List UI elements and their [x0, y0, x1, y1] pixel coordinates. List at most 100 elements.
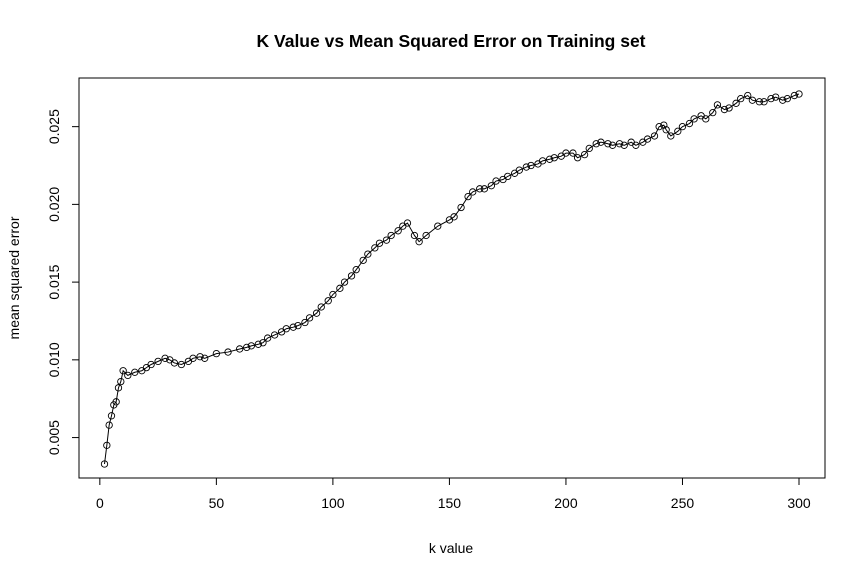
data-point	[755, 98, 764, 106]
data-point	[189, 354, 197, 362]
data-point	[487, 182, 496, 190]
data-point	[312, 309, 321, 317]
data-point	[748, 96, 757, 104]
data-point	[450, 213, 458, 221]
x-axis: 0 50 100 150 200 250 300	[96, 478, 811, 511]
data-point	[352, 266, 360, 274]
data-point	[422, 231, 430, 240]
data-point	[790, 91, 798, 100]
data-point	[289, 323, 297, 331]
data-point	[690, 115, 698, 123]
data-point	[608, 141, 617, 149]
data-point	[119, 367, 127, 375]
data-point	[492, 177, 500, 185]
data-point	[301, 318, 309, 327]
data-point	[457, 203, 465, 212]
data-point	[573, 154, 582, 162]
y-tick-label: 0.010	[46, 342, 62, 377]
data-point	[270, 331, 279, 339]
data-point	[620, 141, 628, 149]
data-point	[744, 91, 752, 100]
data-point	[604, 140, 612, 148]
y-tick-label: 0.015	[46, 264, 62, 299]
data-point	[522, 163, 530, 171]
data-point	[324, 297, 332, 305]
data-point	[147, 360, 155, 369]
data-point	[394, 227, 402, 235]
data-point	[783, 95, 791, 103]
data-point	[643, 135, 652, 143]
y-tick-label: 0.005	[46, 420, 62, 455]
data-point	[212, 349, 221, 358]
data-point	[282, 325, 290, 333]
data-point	[550, 154, 558, 162]
data-point	[585, 144, 593, 153]
data-point	[434, 222, 442, 230]
y-tick-label: 0.025	[46, 109, 62, 144]
data-point	[713, 101, 722, 109]
data-point	[667, 132, 675, 140]
data-point	[196, 353, 204, 361]
x-tick-label: 300	[787, 495, 811, 511]
data-point	[375, 239, 384, 247]
data-point	[387, 231, 395, 240]
data-point	[772, 93, 780, 101]
data-point	[720, 105, 729, 114]
data-point	[562, 149, 570, 157]
data-point	[247, 342, 255, 350]
data-point	[678, 123, 687, 131]
x-tick-label: 0	[96, 495, 104, 511]
data-point	[527, 161, 535, 170]
data-point	[201, 354, 209, 362]
data-point	[674, 127, 682, 135]
data-point	[371, 244, 379, 252]
data-point	[569, 149, 577, 157]
data-point	[294, 321, 302, 330]
data-point	[170, 359, 179, 367]
data-point	[767, 95, 775, 103]
data-point	[329, 290, 337, 299]
data-point	[592, 140, 600, 148]
data-point	[615, 140, 624, 148]
data-point	[410, 231, 419, 240]
data-point	[702, 115, 710, 123]
data-point	[224, 348, 232, 356]
x-tick-label: 200	[554, 495, 578, 511]
y-tick-label: 0.020	[46, 187, 62, 222]
chart-title: K Value vs Mean Squared Error on Trainin…	[257, 31, 646, 51]
data-point	[476, 185, 484, 193]
data-point	[161, 354, 169, 362]
data-point	[103, 441, 111, 449]
data-point	[760, 98, 768, 106]
data-point	[347, 272, 356, 280]
data-point	[254, 340, 262, 348]
y-axis: 0.005 0.010 0.015 0.020 0.025	[46, 109, 79, 455]
data-point	[263, 334, 272, 342]
data-point	[732, 99, 740, 107]
data-point	[124, 371, 132, 380]
data-point	[685, 119, 694, 128]
x-tick-label: 150	[438, 495, 462, 511]
y-axis-label: mean squared error	[6, 216, 22, 339]
data-point	[336, 284, 344, 292]
data-point	[305, 314, 314, 322]
data-point	[100, 460, 109, 468]
data-point	[243, 343, 251, 352]
series-line	[104, 93, 800, 465]
data-point	[382, 236, 391, 244]
data-point	[538, 157, 547, 165]
data-point	[725, 104, 733, 112]
data-point	[580, 150, 589, 159]
data-point	[117, 377, 125, 386]
data-point	[632, 141, 640, 149]
data-point	[737, 95, 745, 103]
data-point	[364, 250, 372, 258]
data-point	[259, 339, 267, 347]
data-point	[650, 132, 659, 140]
data-point	[597, 138, 605, 146]
data-point	[403, 219, 412, 227]
data-point	[469, 188, 477, 196]
data-point	[359, 256, 367, 264]
data-point	[340, 278, 349, 286]
